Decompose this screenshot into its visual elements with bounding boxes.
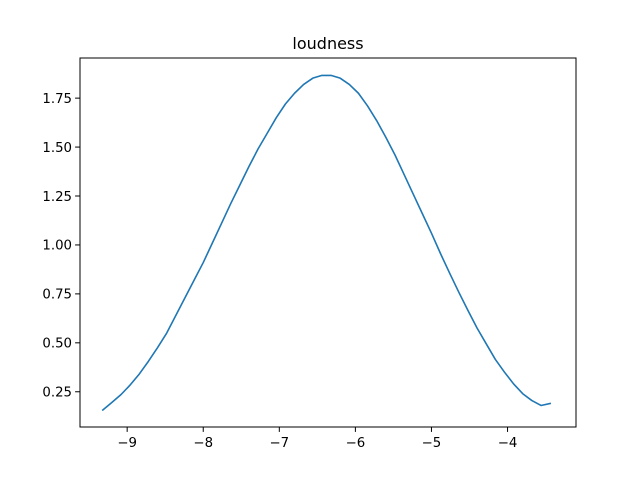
x-tick-label: −7 [270, 436, 290, 451]
x-tick-label: −9 [117, 436, 137, 451]
x-tick-label: −6 [346, 436, 366, 451]
chart-title: loudness [292, 34, 363, 53]
x-tick-label: −8 [193, 436, 213, 451]
y-tick-label: 1.75 [42, 92, 72, 107]
y-tick-label: 0.50 [42, 337, 72, 352]
y-tick-label: 0.25 [42, 386, 72, 401]
x-tick-label: −5 [422, 436, 442, 451]
y-tick-label: 0.75 [42, 288, 72, 303]
y-tick-label: 1.25 [42, 190, 72, 205]
x-axis: −9 −8 −7 −6 −5 −4 [117, 427, 517, 451]
plot-series [101, 74, 552, 412]
y-tick-label: 1.50 [42, 141, 72, 156]
x-tick-label: −4 [498, 436, 518, 451]
y-axis: 0.25 0.50 0.75 1.00 1.25 1.50 1.75 [42, 92, 80, 401]
plot-frame [79, 57, 577, 428]
series-line [101, 74, 552, 412]
y-tick-label: 1.00 [42, 239, 72, 254]
